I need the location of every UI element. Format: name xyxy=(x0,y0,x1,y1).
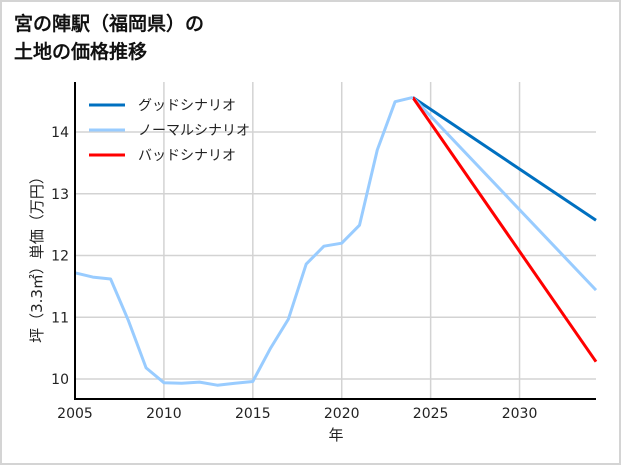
good-scenario-line xyxy=(411,96,597,222)
axes xyxy=(74,82,596,400)
y-axis-label: 坪（3.3㎡）単価（万円） xyxy=(28,169,46,343)
legend-label: ノーマルシナリオ xyxy=(138,123,250,139)
bad-scenario-line xyxy=(411,96,598,363)
x-tick-label: 2015 xyxy=(235,406,271,422)
y-tick-label: 14 xyxy=(51,125,69,141)
x-tick-label: 2020 xyxy=(324,406,360,422)
data-lines xyxy=(74,95,598,387)
historical-line xyxy=(74,95,414,387)
x-tick-label: 2005 xyxy=(57,406,93,422)
chart-title-line2: 土地の価格推移 xyxy=(14,41,148,63)
x-tick-label: 2025 xyxy=(413,406,449,422)
legend-label: バッドシナリオ xyxy=(138,148,236,164)
tick-labels: 2005 2010 2015 2020 2025 2030 10 11 12 13 14 xyxy=(51,125,537,422)
x-tick-label: 2010 xyxy=(146,406,182,422)
grid-lines xyxy=(75,82,596,399)
y-tick-label: 11 xyxy=(51,310,69,326)
y-tick-label: 10 xyxy=(51,372,69,388)
chart-title-line1: 宮の陣駅（福岡県）の xyxy=(14,13,205,35)
y-tick-label: 13 xyxy=(51,187,69,203)
normal-scenario-line xyxy=(411,96,598,292)
legend-label: グッドシナリオ xyxy=(138,98,236,114)
chart-title: 宮の陣駅（福岡県）の 土地の価格推移 xyxy=(14,10,204,66)
x-tick-label: 2030 xyxy=(502,406,538,422)
x-axis-label: 年 xyxy=(328,426,343,444)
y-tick-label: 12 xyxy=(51,249,69,265)
